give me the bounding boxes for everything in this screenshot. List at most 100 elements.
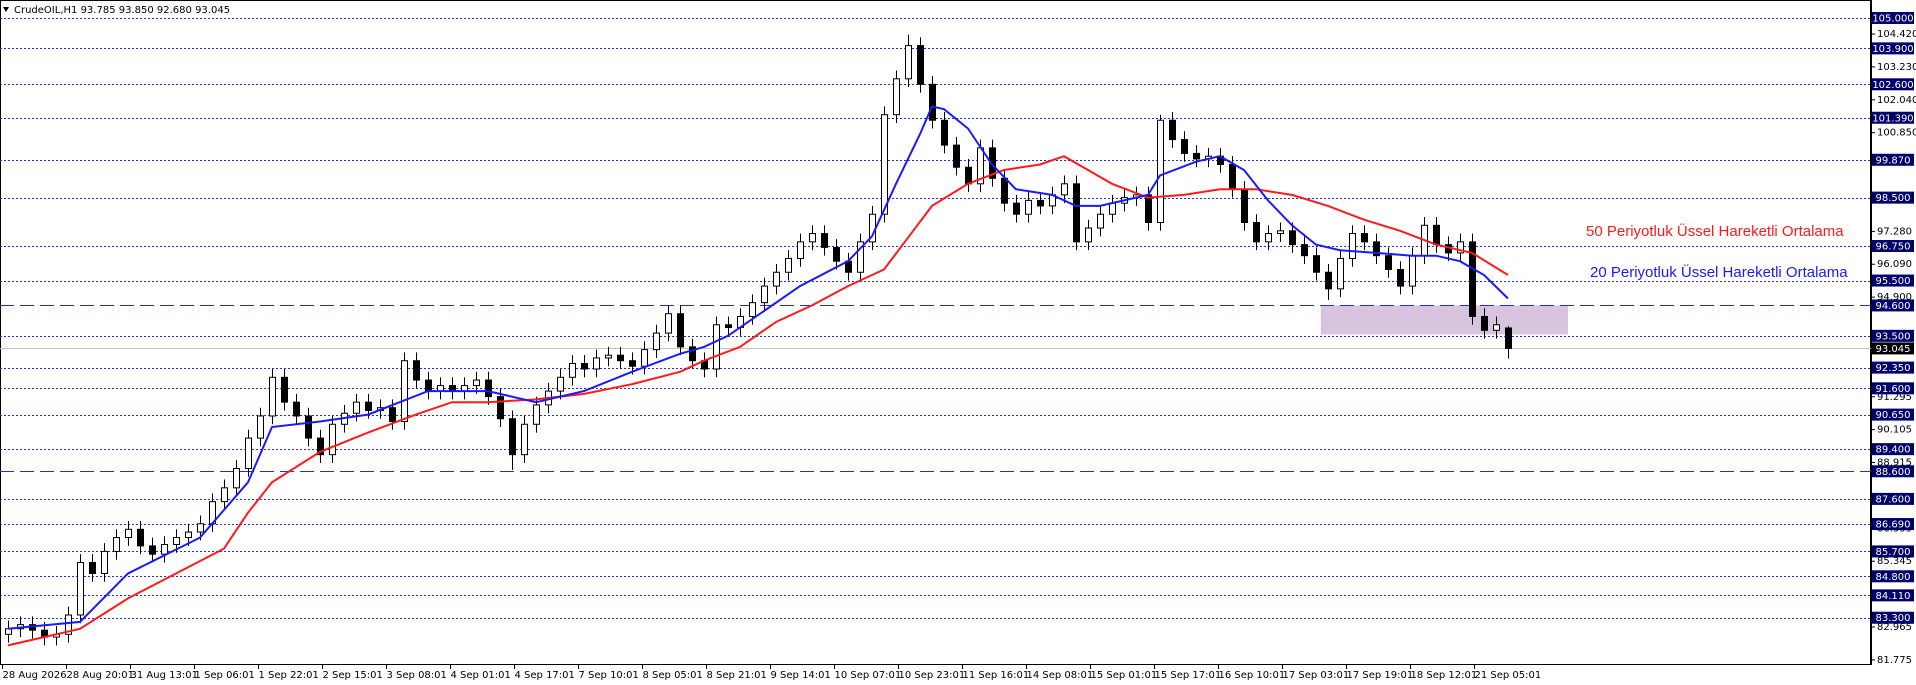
candle-body <box>725 324 732 329</box>
candle-body <box>161 543 168 555</box>
y-tick-label: 82.965 <box>1877 622 1912 633</box>
level-label-box <box>1872 191 1914 204</box>
candle-body <box>365 401 372 411</box>
candle-body <box>1145 194 1152 224</box>
y-tick-label: 103.230 <box>1877 62 1916 73</box>
level-label-box <box>1872 240 1914 253</box>
candle-body <box>1229 163 1236 190</box>
x-tick-label: 18 Sep 12:01 <box>1411 670 1478 681</box>
candle-body <box>197 523 204 533</box>
candle-body <box>281 376 288 403</box>
candle-body <box>821 233 828 248</box>
candle-body <box>809 233 816 243</box>
candle-body <box>89 561 96 575</box>
moving-average <box>7 105 1509 630</box>
level-label: 105.000 <box>1872 13 1913 24</box>
candle-body <box>965 166 972 185</box>
candle-body <box>617 354 624 362</box>
candle-body <box>953 144 960 168</box>
candle-body <box>1253 222 1260 243</box>
y-tick-label: 104.420 <box>1877 29 1916 40</box>
x-tick-label: 8 Sep 21:01 <box>707 670 767 681</box>
candle-body <box>797 241 804 259</box>
level-label-box <box>1872 492 1914 505</box>
level-label: 83.300 <box>1876 613 1911 624</box>
candle-body <box>485 379 492 398</box>
candle-body <box>509 418 516 456</box>
candle-body <box>245 437 252 469</box>
level-label: 89.400 <box>1876 445 1911 456</box>
y-tick-label: 102.040 <box>1877 95 1916 106</box>
annotation: 50 Periyotluk Üssel Hareketli Ortalama <box>1586 222 1844 240</box>
candle-body <box>605 354 612 359</box>
candle-body <box>1313 255 1320 273</box>
candle-body <box>677 313 684 348</box>
level-label: 94.600 <box>1876 301 1911 312</box>
candle-body <box>497 396 504 420</box>
level-label-box <box>1872 611 1914 624</box>
candle-body <box>101 550 108 575</box>
candle-body <box>113 537 120 552</box>
x-tick-label: 14 Sep 08:01 <box>1027 670 1094 681</box>
candle-body <box>1025 199 1032 215</box>
candle-body <box>905 45 912 80</box>
y-tick-label: 88.915 <box>1877 458 1912 469</box>
candle-body <box>185 531 192 539</box>
candle-body <box>257 415 264 439</box>
level-label-box <box>1872 361 1914 374</box>
candle-body <box>1289 230 1296 246</box>
candle-body <box>293 401 300 417</box>
level-label-box <box>1872 299 1914 312</box>
candle-body <box>77 561 84 616</box>
candle-body <box>713 324 720 370</box>
candle-body <box>1397 268 1404 287</box>
candle-body <box>1385 255 1392 270</box>
candle-body <box>1325 271 1332 290</box>
level-label-box <box>1872 78 1914 91</box>
x-tick-label: 17 Sep 19:01 <box>1347 670 1414 681</box>
candle-body <box>173 537 180 545</box>
x-tick-label: 4 Sep 17:01 <box>515 670 575 681</box>
candle-body <box>389 407 396 423</box>
candle-body <box>1061 183 1068 196</box>
candle-body <box>893 78 900 116</box>
candle-body <box>1037 199 1044 207</box>
candle-body <box>329 423 336 456</box>
level-label-box <box>1872 111 1914 124</box>
candle-body <box>1373 241 1380 257</box>
candle-body <box>1013 202 1020 215</box>
candle-body <box>473 379 480 387</box>
level-label-box <box>1872 518 1914 531</box>
x-tick-label: 28 Aug 20:01 <box>67 670 134 681</box>
y-tick-label: 91.295 <box>1877 392 1912 403</box>
candle-body <box>533 404 540 425</box>
x-tick-label: 16 Sep 10:01 <box>1219 670 1286 681</box>
candle-body <box>305 415 312 439</box>
candle-body <box>521 423 528 456</box>
chart-title: CrudeOIL,H1 93.785 93.850 92.680 93.045 <box>14 5 230 16</box>
level-label: 84.800 <box>1876 572 1911 583</box>
candle-body <box>665 313 672 334</box>
candle-body <box>581 362 588 370</box>
level-label: 92.350 <box>1876 363 1911 374</box>
x-tick-label: 9 Sep 14:01 <box>771 670 831 681</box>
level-label-box <box>1872 545 1914 558</box>
level-label: 101.390 <box>1872 113 1913 124</box>
x-tick-label: 7 Sep 10:01 <box>579 670 639 681</box>
level-label: 91.600 <box>1876 384 1911 395</box>
level-label-box <box>1872 570 1914 583</box>
candle-body <box>785 257 792 273</box>
candle-body <box>1085 227 1092 243</box>
level-label: 99.870 <box>1876 155 1911 166</box>
candle-body <box>1469 241 1476 317</box>
candle-body <box>65 614 72 635</box>
level-label: 87.600 <box>1876 494 1911 505</box>
x-tick-label: 17 Sep 03:01 <box>1283 670 1350 681</box>
y-tick-label: 81.775 <box>1877 655 1912 666</box>
level-label: 84.110 <box>1876 591 1911 602</box>
candle-body <box>1097 213 1104 229</box>
x-tick-label: 10 Sep 23:01 <box>899 670 966 681</box>
level-label: 90.650 <box>1876 410 1911 421</box>
x-tick-label: 10 Sep 07:01 <box>835 670 902 681</box>
